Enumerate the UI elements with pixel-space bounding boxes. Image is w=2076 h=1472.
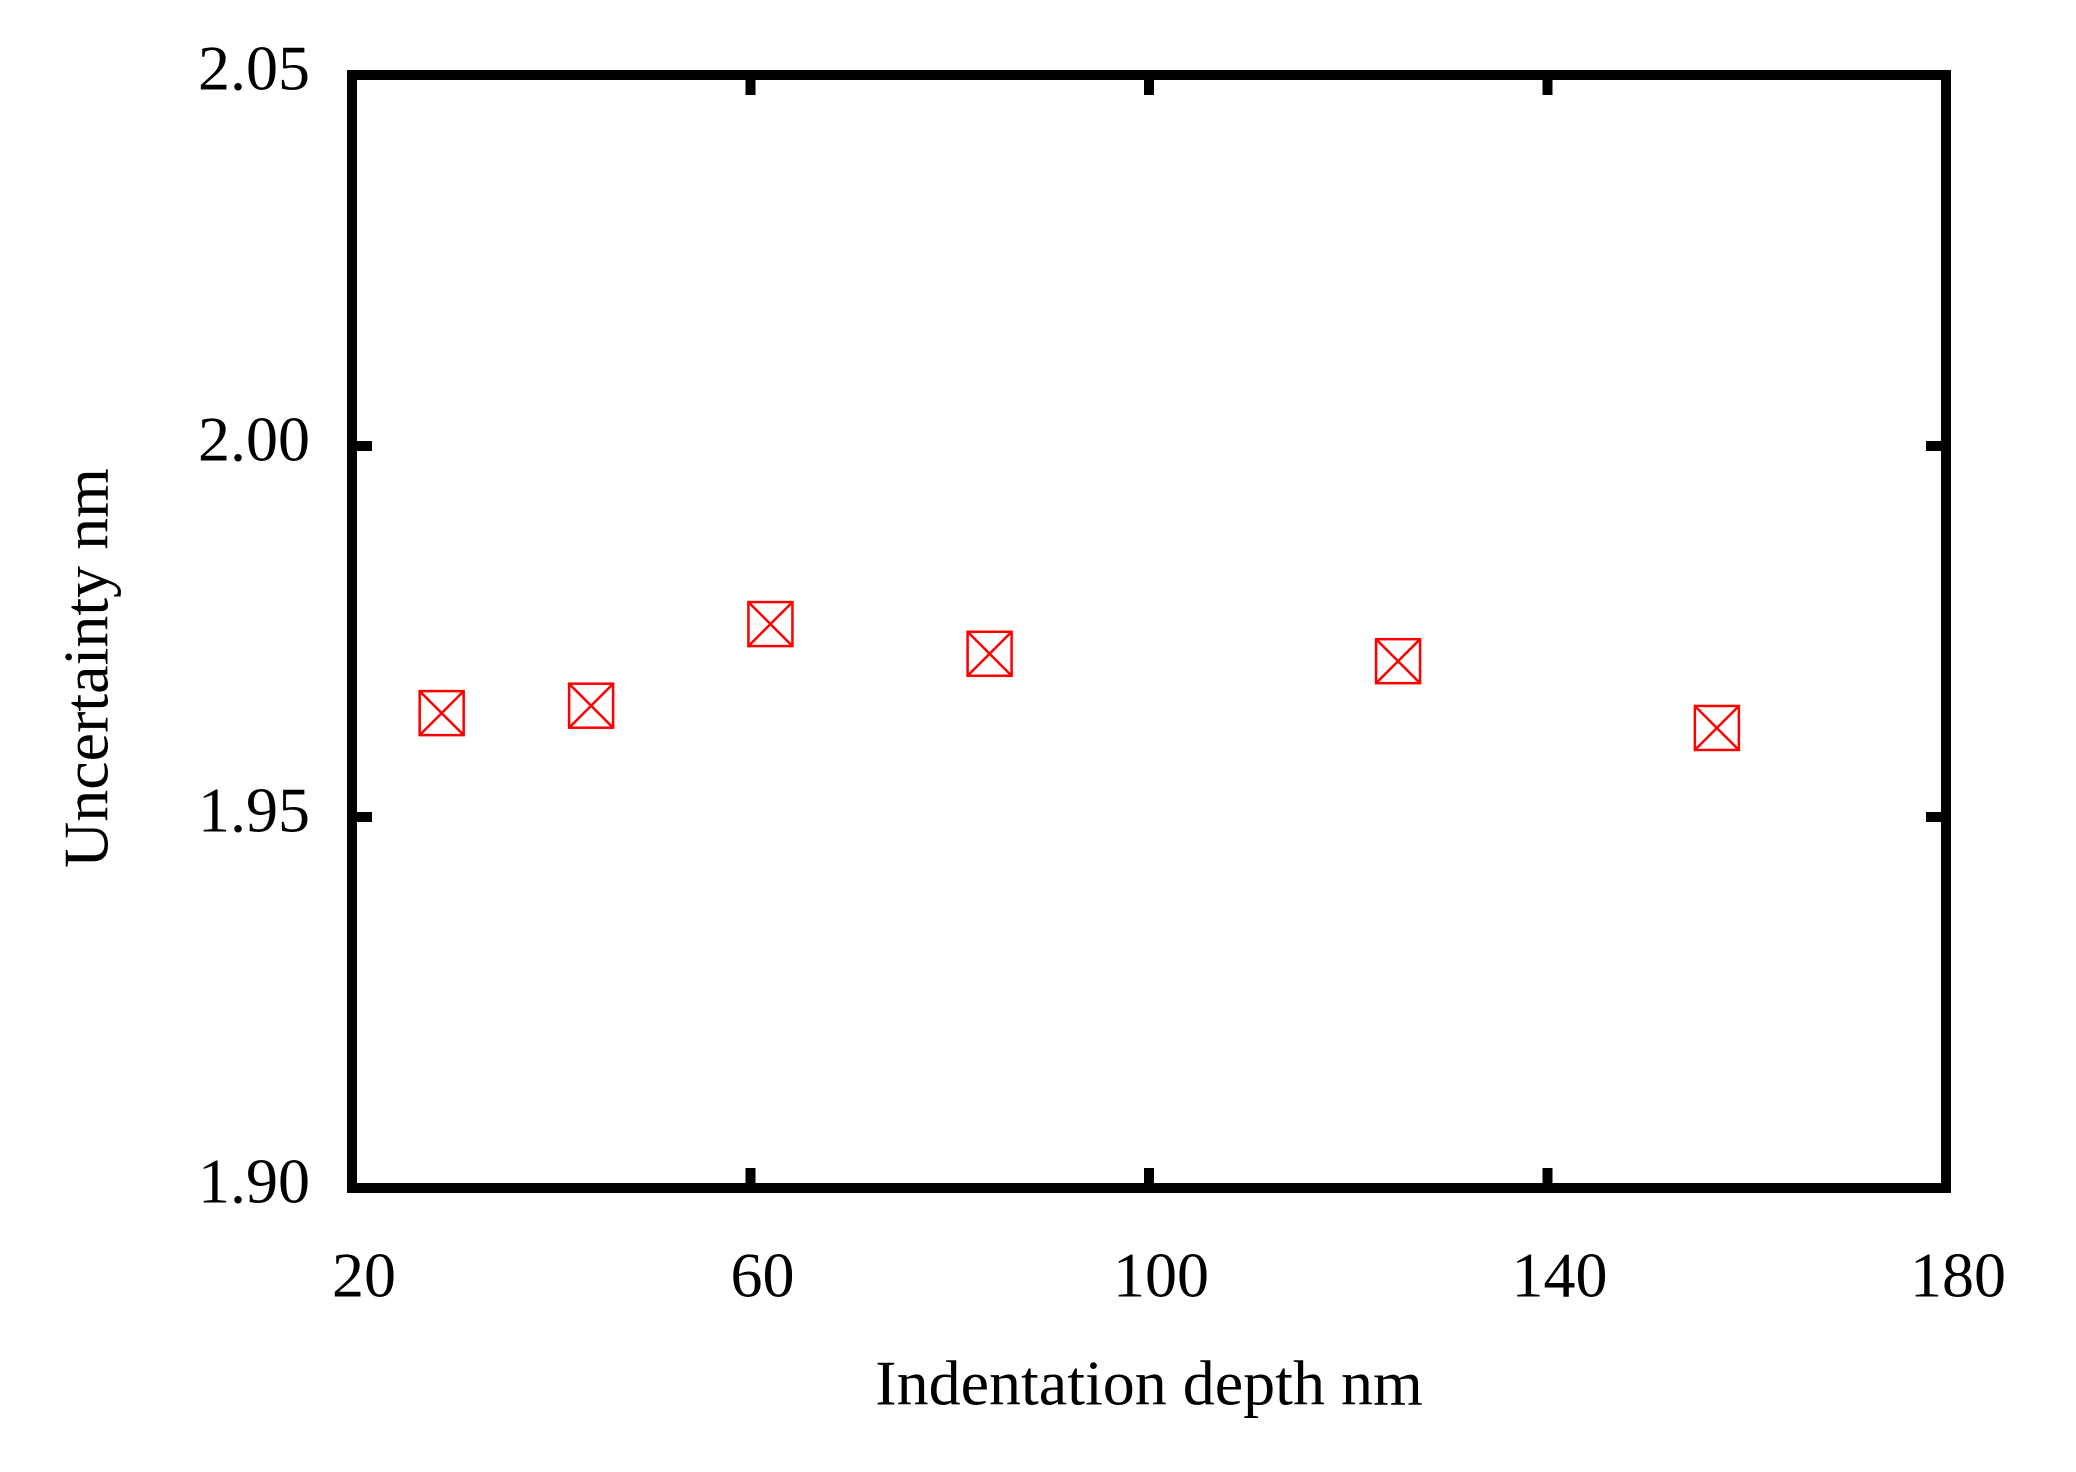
point-box — [747, 600, 794, 648]
y-tick-label: 1.95 — [198, 775, 310, 846]
point-cross — [747, 601, 794, 647]
x-tick-label: 60 — [731, 1240, 795, 1311]
point-box — [567, 682, 615, 729]
point-box — [966, 630, 1013, 678]
point — [1693, 704, 1741, 752]
y-tick-label: 1.90 — [198, 1146, 310, 1217]
point-cross — [1693, 705, 1740, 751]
y-tick-label: 2.00 — [198, 404, 310, 475]
point-box — [1374, 637, 1422, 685]
point-cross — [966, 630, 1013, 677]
point-cross — [568, 682, 614, 729]
point — [567, 682, 615, 729]
point — [747, 600, 794, 648]
point-cross — [1375, 638, 1421, 685]
x-tick-label: 180 — [1910, 1240, 2006, 1311]
x-tick-label: 100 — [1113, 1240, 1209, 1311]
point — [418, 689, 465, 737]
x-tick-label: 140 — [1512, 1240, 1608, 1311]
point-cross — [418, 690, 465, 737]
x-axis-label: Indentation depth nm — [875, 1348, 1422, 1419]
point-box — [418, 689, 465, 737]
point-box — [1693, 704, 1741, 752]
point — [1374, 637, 1422, 685]
point — [966, 630, 1013, 678]
y-axis-label: Uncertainty nm — [51, 468, 122, 868]
x-tick-label: 20 — [332, 1240, 396, 1311]
y-tick-label: 2.05 — [198, 33, 310, 104]
plot-frame — [347, 70, 1951, 1193]
